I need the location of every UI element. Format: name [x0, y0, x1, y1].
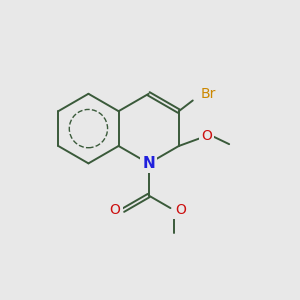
- Text: O: O: [110, 203, 121, 217]
- Text: N: N: [142, 156, 155, 171]
- Text: O: O: [176, 203, 186, 217]
- Text: O: O: [201, 129, 212, 143]
- Text: Br: Br: [201, 87, 216, 101]
